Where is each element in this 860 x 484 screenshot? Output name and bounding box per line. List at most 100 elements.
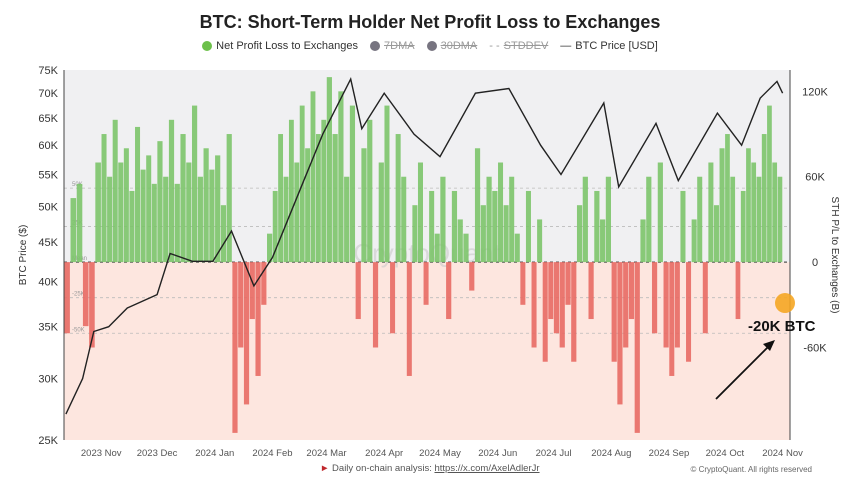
- arrow-head-icon: [763, 340, 775, 351]
- profit-loss-bar: [232, 262, 238, 433]
- profit-loss-bar: [559, 262, 565, 348]
- profit-loss-bar: [338, 91, 344, 263]
- profit-loss-bar: [588, 262, 594, 320]
- profit-loss-bar: [691, 219, 697, 263]
- left-tick-label: 75K: [38, 65, 58, 77]
- legend-label: 30DMA: [440, 40, 478, 52]
- x-tick-label: 2024 Aug: [591, 448, 631, 459]
- profit-loss-bar: [129, 190, 135, 263]
- left-tick-label: 25K: [38, 435, 58, 447]
- profit-loss-bar: [611, 262, 617, 362]
- profit-loss-bar: [686, 262, 692, 362]
- profit-loss-bar: [434, 233, 440, 263]
- profit-loss-bar: [151, 183, 157, 263]
- annotation-label: -20K BTC: [748, 318, 816, 335]
- x-tick-label: 2024 Jul: [536, 448, 572, 459]
- profit-loss-bar: [548, 262, 554, 320]
- profit-loss-bar: [243, 262, 250, 405]
- profit-loss-bar: [226, 134, 232, 263]
- profit-loss-bar: [163, 176, 169, 263]
- profit-loss-bar: [576, 205, 583, 263]
- profit-loss-bar: [180, 134, 186, 263]
- x-tick-label: 2024 Apr: [365, 448, 403, 459]
- profit-loss-bar: [310, 91, 316, 263]
- profit-loss-bar: [423, 262, 429, 305]
- profit-loss-bar: [761, 134, 767, 263]
- profit-loss-bar: [95, 162, 101, 263]
- profit-loss-bar: [553, 262, 560, 334]
- profit-loss-bar: [197, 176, 203, 263]
- profit-loss-bar: [756, 176, 762, 263]
- profit-loss-bar: [730, 176, 736, 263]
- btc-price-line: [65, 77, 784, 415]
- x-tick-label: 2024 Oct: [706, 448, 745, 459]
- profit-loss-bar: [294, 162, 300, 263]
- profit-loss-bar: [767, 105, 772, 263]
- profit-loss-bar: [64, 262, 70, 334]
- profit-loss-bar: [674, 262, 680, 348]
- profit-loss-bar: [463, 233, 469, 263]
- profit-loss-bar: [406, 262, 412, 376]
- right-tick-label: -60K: [803, 343, 827, 355]
- annotation-arrow: [715, 344, 771, 400]
- y-right-label: STH P/L to Exchanges (B): [829, 197, 840, 314]
- profit-loss-bar: [531, 262, 537, 348]
- copyright: © CryptoQuant. All rights reserved: [690, 465, 813, 474]
- legend-label: Net Profit Loss to Exchanges: [216, 40, 359, 52]
- highlight-marker: [775, 293, 795, 313]
- profit-loss-bar: [255, 262, 261, 376]
- profit-loss-bar: [525, 190, 531, 263]
- profit-loss-bar: [315, 134, 321, 263]
- profit-loss-bar: [283, 176, 289, 263]
- chart-title: BTC: Short-Term Holder Net Profit Loss t…: [199, 12, 661, 32]
- x-tick-label: 2024 May: [419, 448, 461, 459]
- legend-dot-icon: [426, 41, 437, 51]
- legend-item-stddev[interactable]: - - STDDEV: [489, 40, 548, 52]
- profit-loss-bar: [107, 176, 113, 263]
- profit-loss-bar: [725, 134, 730, 263]
- profit-loss-bar: [646, 176, 652, 263]
- x-tick-label: 2024 Sep: [649, 448, 690, 459]
- profit-loss-bar: [367, 119, 373, 263]
- profit-loss-bar: [267, 233, 273, 263]
- legend-item-7dma[interactable]: 7DMA: [370, 40, 415, 52]
- profit-loss-bar: [417, 162, 423, 263]
- x-tick-label: 2024 Mar: [306, 448, 346, 459]
- profit-loss-bar: [735, 262, 741, 320]
- legend-item-net-profit-loss[interactable]: Net Profit Loss to Exchanges: [202, 40, 358, 52]
- left-tick-label: 45K: [38, 237, 58, 249]
- profit-loss-bar: [203, 148, 209, 263]
- profit-loss-bar: [168, 119, 175, 263]
- profit-loss-bar: [82, 262, 89, 327]
- legend-dot-icon: [370, 41, 381, 51]
- profit-loss-bar: [446, 262, 452, 320]
- profit-loss-bar: [503, 205, 509, 263]
- profit-loss-bar: [451, 190, 458, 263]
- profit-loss-bar: [565, 262, 571, 305]
- x-tick-label: 2023 Dec: [137, 448, 178, 459]
- profit-loss-bar: [474, 148, 481, 263]
- profit-loss-bar: [651, 262, 658, 334]
- profit-loss-bar: [429, 190, 435, 263]
- profit-loss-bar: [384, 105, 390, 263]
- profit-loss-bar: [542, 262, 548, 362]
- left-tick-label: 30K: [38, 374, 58, 386]
- left-tick-label: 40K: [38, 277, 58, 289]
- profit-loss-bar: [412, 205, 418, 263]
- profit-loss-bar: [220, 205, 227, 263]
- profit-loss-bar: [209, 169, 215, 263]
- profit-loss-bar: [663, 262, 669, 348]
- profit-loss-bar: [457, 219, 463, 263]
- band-label: -50K: [72, 327, 85, 333]
- profit-loss-bar: [669, 262, 675, 376]
- profit-loss-bar: [123, 148, 129, 263]
- profit-loss-bar: [657, 162, 663, 263]
- footer-text: Daily on-chain analysis:: [332, 463, 435, 474]
- flag-icon: ►: [320, 463, 330, 474]
- footer-link[interactable]: https://x.com/AxelAdlerJr: [434, 463, 540, 474]
- legend-label: 7DMA: [384, 40, 415, 52]
- profit-loss-bar: [600, 219, 606, 263]
- legend-item-btc-price[interactable]: — BTC Price [USD]: [560, 40, 658, 52]
- legend-item-30dma[interactable]: 30DMA: [426, 40, 478, 52]
- profit-loss-bar: [480, 205, 486, 263]
